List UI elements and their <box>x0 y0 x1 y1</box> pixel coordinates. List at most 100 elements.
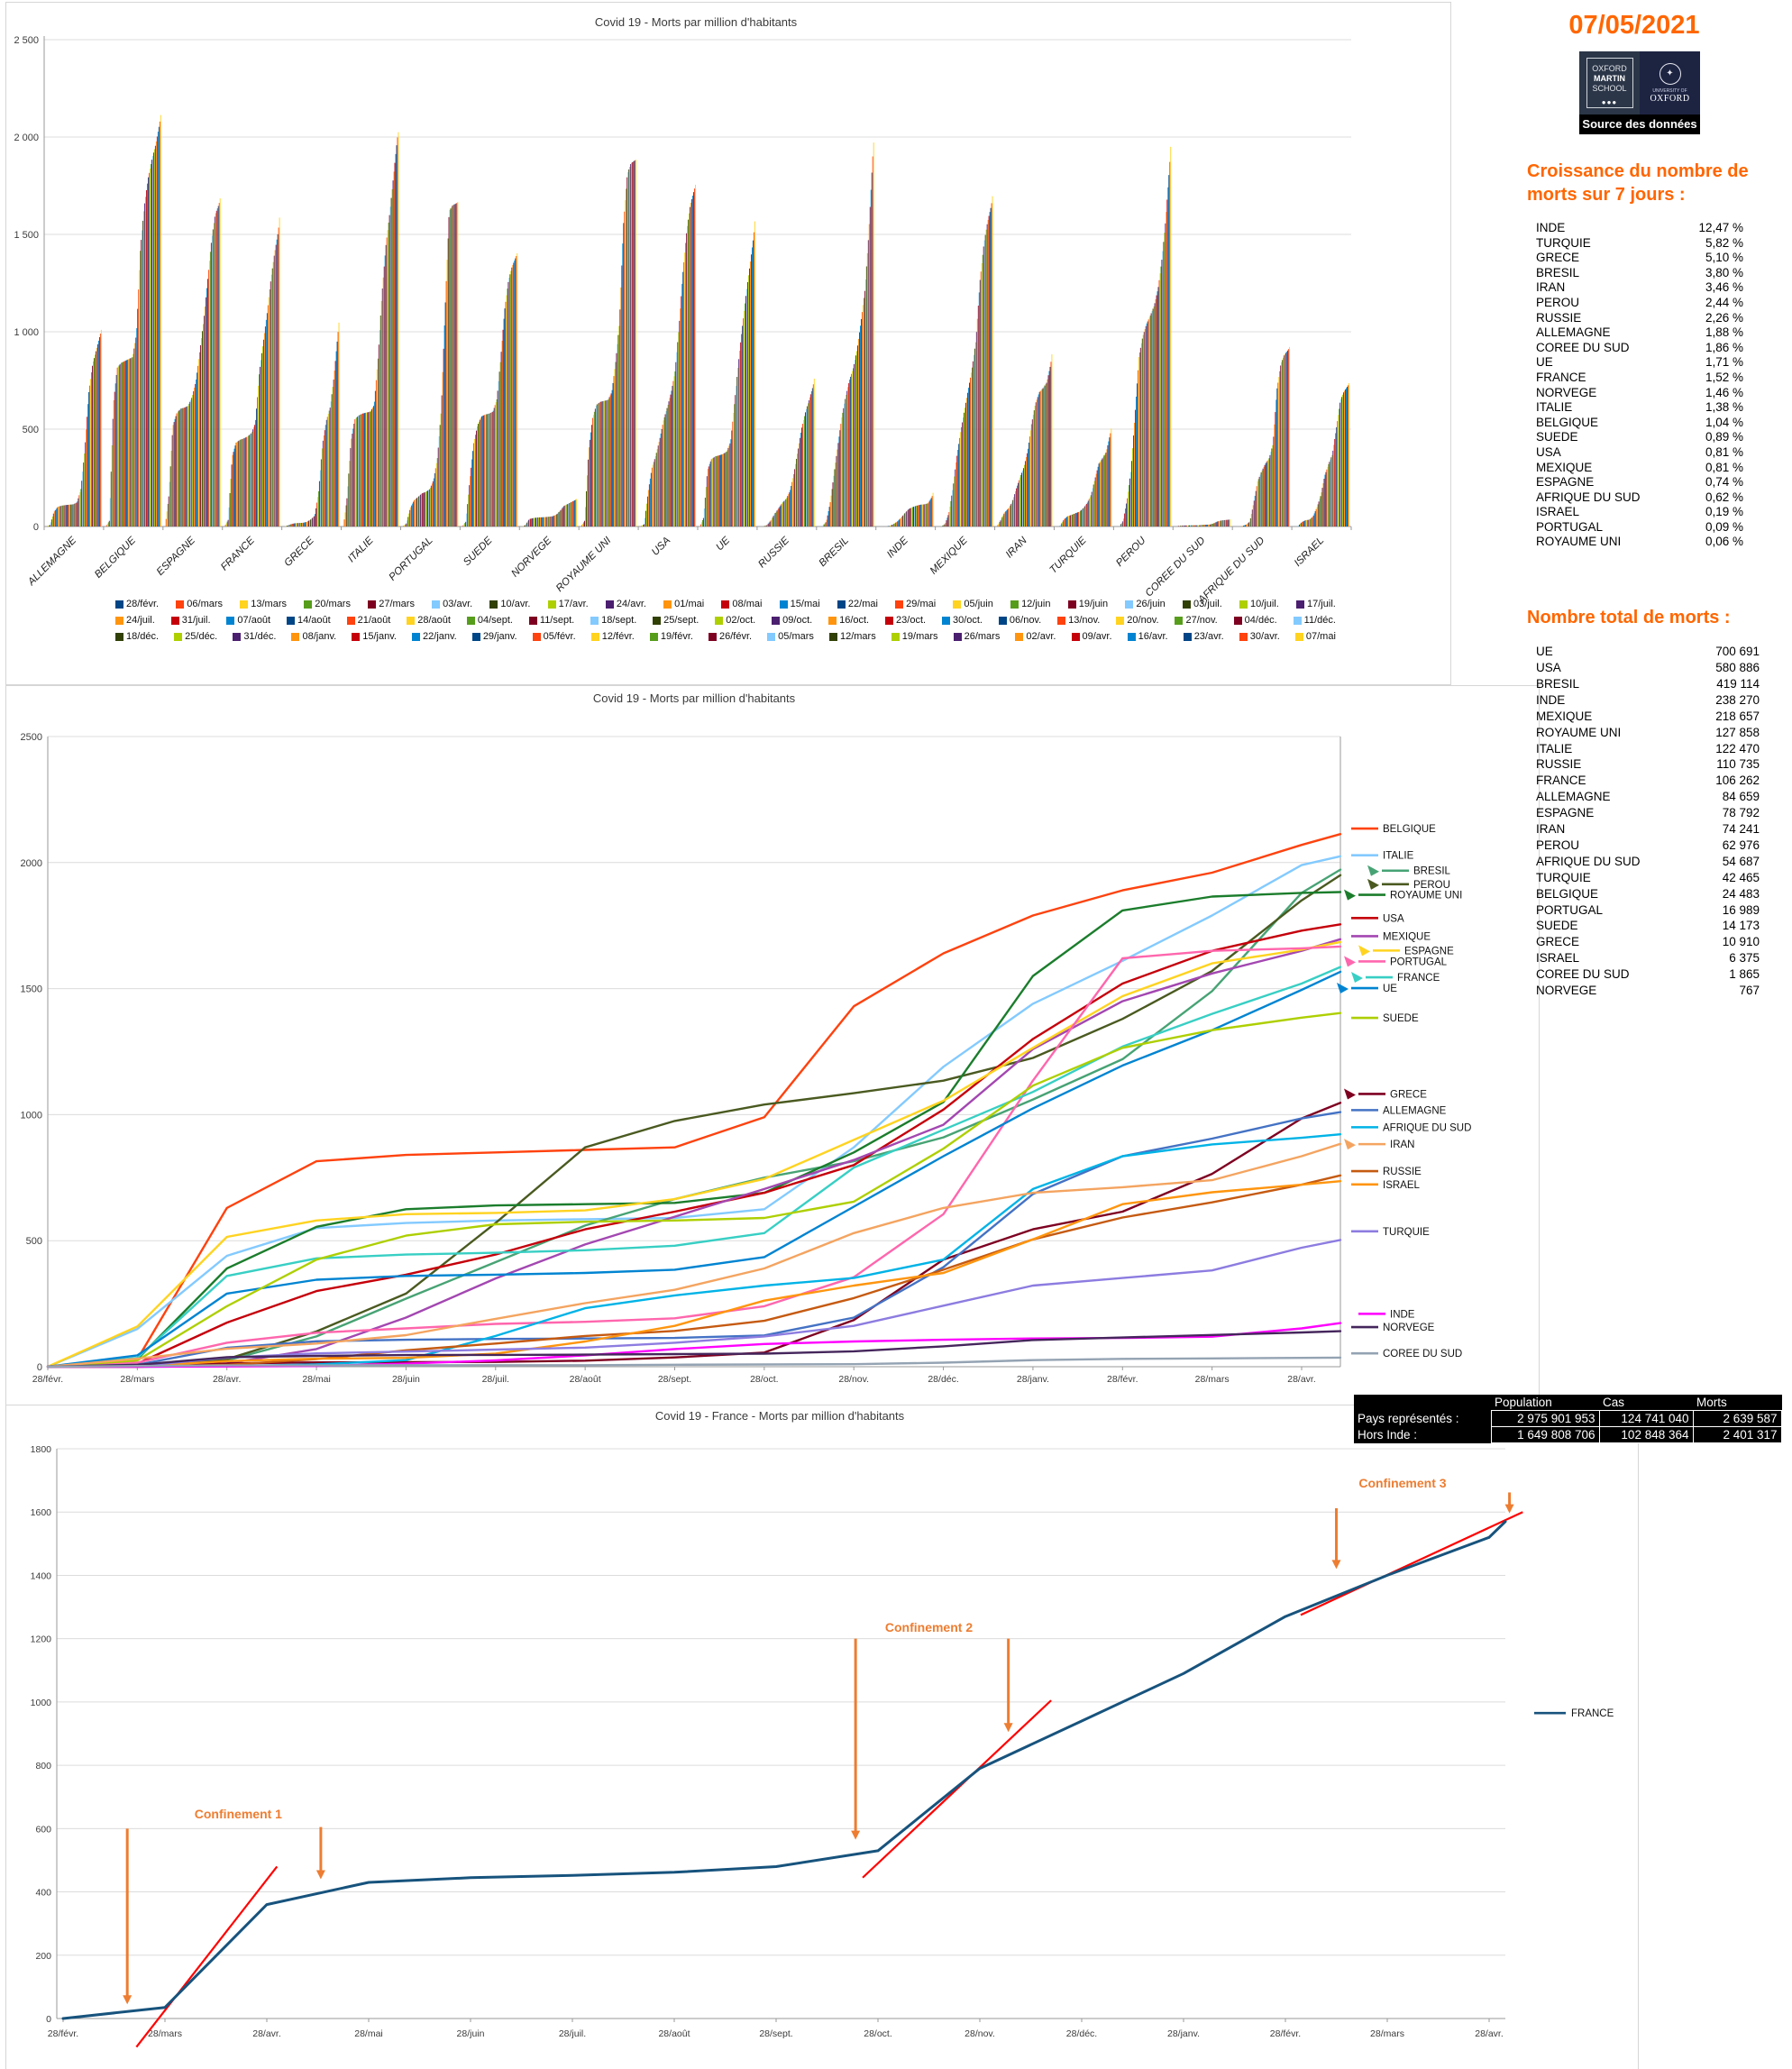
legend-row: 24/juil. 31/juil. 07/août 14/août 21/août 28/… <box>115 615 1336 626</box>
bar <box>50 519 52 526</box>
bar <box>226 521 228 526</box>
legend-swatch-icon <box>953 632 962 641</box>
growth-country: INDE <box>1536 221 1566 234</box>
bar <box>482 415 484 526</box>
bar <box>1080 509 1082 526</box>
legend-swatch-icon <box>779 600 788 609</box>
bar <box>479 421 480 526</box>
bar <box>775 511 777 526</box>
bar <box>897 521 899 526</box>
annotation-arrowhead-icon <box>1504 1504 1514 1514</box>
bar <box>983 246 984 526</box>
series-line-usa <box>46 923 1342 1369</box>
legend-swatch-icon <box>837 600 846 609</box>
bar <box>956 455 958 526</box>
legend-swatch-icon <box>170 616 179 625</box>
stats-header-row: Population Cas Morts <box>1354 1395 1781 1411</box>
bar <box>383 266 385 526</box>
bar <box>143 211 145 527</box>
bar <box>1026 453 1028 526</box>
bar <box>355 418 357 526</box>
bar <box>425 491 426 526</box>
growth-country: PORTUGAL <box>1536 519 1604 534</box>
bar <box>926 503 928 526</box>
bar <box>201 338 203 526</box>
bar <box>356 417 358 526</box>
bar <box>586 490 587 526</box>
bar <box>1077 512 1078 526</box>
bar <box>809 397 810 526</box>
bar <box>646 496 648 526</box>
bar <box>976 318 978 526</box>
bar <box>1125 508 1127 526</box>
bar <box>253 426 255 526</box>
line-xtick-label: 28/avr. <box>1287 1374 1316 1385</box>
series-label: ROYAUME UNI <box>1390 891 1462 902</box>
bar <box>423 492 424 526</box>
bar <box>1095 473 1097 526</box>
bar <box>217 206 219 526</box>
bar <box>1286 352 1288 526</box>
bar <box>1289 346 1291 526</box>
bar <box>360 415 361 526</box>
growth-country: ITALIE <box>1536 400 1573 415</box>
oxford-martin-logo[interactable]: OXFORD MARTIN SCHOOL ●●● ✦ UNIVERSITY OF… <box>1579 51 1700 134</box>
bar <box>296 523 297 526</box>
bar <box>575 499 577 526</box>
bar <box>413 501 415 526</box>
bar <box>1145 325 1147 526</box>
totals-row: ESPAGNE 78 792 <box>1536 805 1760 821</box>
bar <box>385 244 387 526</box>
legend-item: 21/août <box>346 615 390 626</box>
bar <box>1322 483 1324 526</box>
legend-date: 11/déc. <box>1303 615 1336 626</box>
legend-date: 12/févr. <box>601 631 635 642</box>
totals-row: RUSSIE 110 735 <box>1536 756 1760 773</box>
bar <box>970 377 971 526</box>
bar <box>93 361 94 526</box>
bar <box>1157 287 1159 526</box>
bar <box>480 417 481 526</box>
bar <box>1144 328 1146 526</box>
bar <box>731 430 733 526</box>
bar <box>1079 511 1080 526</box>
bar <box>1228 519 1230 526</box>
bar <box>72 504 74 526</box>
france-xtick-label: 28/oct. <box>864 2028 892 2039</box>
growth-value: 1,71 % <box>1705 355 1743 370</box>
bar <box>915 506 916 526</box>
bar <box>1312 515 1314 526</box>
bar <box>645 510 646 526</box>
series-label: FRANCE <box>1397 973 1440 984</box>
legend-date: 17/juil. <box>1307 599 1336 609</box>
legend-swatch-icon <box>1125 600 1134 609</box>
totals-country: UE <box>1536 645 1553 659</box>
bar <box>169 466 171 526</box>
legend-item: 29/janv. <box>471 631 517 642</box>
bar <box>977 306 979 526</box>
bar <box>92 365 93 526</box>
bar <box>467 504 469 526</box>
bar <box>1134 422 1135 526</box>
bar <box>900 518 901 526</box>
bar <box>648 484 650 526</box>
bar <box>701 519 703 526</box>
bar <box>1170 146 1172 527</box>
bar <box>848 383 850 526</box>
totals-row: AFRIQUE DU SUD 54 687 <box>1536 854 1760 870</box>
bar <box>489 413 490 526</box>
bar <box>74 503 76 526</box>
bar <box>306 521 308 526</box>
bar <box>686 233 688 526</box>
bar <box>908 509 910 526</box>
data-source-caption[interactable]: Source des données <box>1579 114 1700 134</box>
bar <box>88 391 90 526</box>
growth-value: 1,52 % <box>1705 370 1743 384</box>
bar <box>1135 396 1137 526</box>
bar <box>771 518 773 526</box>
bar <box>599 401 601 526</box>
growth-country: AFRIQUE DU SUD <box>1536 490 1641 504</box>
bar <box>1039 390 1041 526</box>
bar <box>112 418 114 526</box>
bar <box>486 414 488 526</box>
